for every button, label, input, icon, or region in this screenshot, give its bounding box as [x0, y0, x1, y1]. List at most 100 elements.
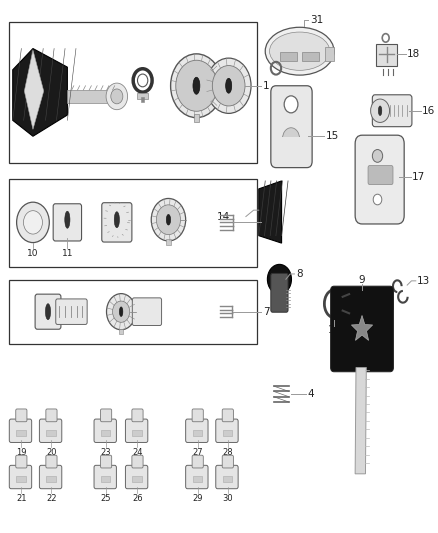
Text: 13: 13 — [417, 276, 430, 286]
Bar — [138, 93, 148, 99]
Circle shape — [111, 89, 123, 104]
Bar — [46, 430, 56, 436]
Circle shape — [17, 202, 49, 243]
Bar — [193, 476, 202, 482]
Circle shape — [24, 211, 42, 234]
Text: 20: 20 — [46, 448, 57, 457]
Bar — [67, 90, 117, 103]
Text: 9: 9 — [359, 275, 365, 285]
FancyBboxPatch shape — [216, 465, 238, 489]
Text: 19: 19 — [16, 448, 27, 457]
Ellipse shape — [378, 106, 382, 116]
Text: 3: 3 — [263, 217, 270, 228]
Ellipse shape — [193, 77, 200, 94]
FancyBboxPatch shape — [125, 465, 148, 489]
Ellipse shape — [265, 27, 334, 75]
Circle shape — [206, 58, 251, 114]
Bar — [9, 280, 257, 344]
Text: 26: 26 — [132, 494, 143, 503]
Circle shape — [284, 96, 298, 113]
Text: 30: 30 — [223, 494, 233, 503]
Bar — [194, 114, 199, 122]
Text: 10: 10 — [27, 249, 39, 258]
Ellipse shape — [166, 214, 171, 225]
Bar — [132, 430, 142, 436]
Circle shape — [176, 60, 217, 111]
Ellipse shape — [269, 32, 330, 70]
Bar — [325, 47, 334, 61]
FancyBboxPatch shape — [39, 419, 62, 442]
FancyBboxPatch shape — [16, 409, 27, 422]
Text: 4: 4 — [307, 389, 314, 399]
FancyBboxPatch shape — [16, 455, 27, 468]
Bar — [223, 476, 232, 482]
Bar — [283, 137, 301, 151]
Bar — [46, 476, 56, 482]
FancyBboxPatch shape — [192, 409, 203, 422]
Bar — [193, 430, 202, 436]
Text: 8: 8 — [296, 269, 302, 279]
Circle shape — [372, 150, 383, 163]
Bar — [101, 476, 110, 482]
Ellipse shape — [283, 128, 300, 150]
Bar — [166, 239, 171, 245]
Polygon shape — [25, 50, 44, 130]
Circle shape — [373, 194, 382, 205]
Circle shape — [113, 301, 130, 322]
FancyBboxPatch shape — [9, 419, 32, 442]
Bar — [16, 476, 26, 482]
FancyBboxPatch shape — [368, 165, 393, 184]
Text: 27: 27 — [192, 448, 203, 457]
Circle shape — [151, 198, 186, 241]
FancyBboxPatch shape — [271, 86, 312, 167]
Bar — [280, 52, 297, 61]
Text: 24: 24 — [132, 448, 143, 457]
Text: 28: 28 — [223, 448, 233, 457]
Circle shape — [267, 264, 291, 294]
FancyBboxPatch shape — [372, 95, 412, 127]
FancyBboxPatch shape — [132, 298, 162, 326]
Text: 18: 18 — [407, 49, 420, 59]
Polygon shape — [13, 49, 67, 136]
Text: 1: 1 — [263, 81, 270, 91]
FancyBboxPatch shape — [132, 455, 143, 468]
Circle shape — [171, 54, 222, 118]
FancyBboxPatch shape — [35, 294, 61, 329]
Text: 11: 11 — [62, 249, 73, 258]
Text: 12: 12 — [328, 325, 341, 335]
Text: 31: 31 — [311, 15, 324, 26]
Text: 25: 25 — [101, 494, 111, 503]
Ellipse shape — [120, 307, 123, 317]
FancyBboxPatch shape — [39, 465, 62, 489]
Bar — [16, 430, 26, 436]
Circle shape — [156, 205, 180, 235]
FancyBboxPatch shape — [53, 204, 81, 241]
FancyBboxPatch shape — [355, 135, 404, 224]
Ellipse shape — [226, 78, 232, 93]
Circle shape — [106, 83, 127, 110]
Bar — [9, 179, 257, 266]
FancyBboxPatch shape — [186, 465, 208, 489]
Bar — [9, 22, 257, 163]
Polygon shape — [259, 181, 282, 243]
FancyBboxPatch shape — [94, 465, 117, 489]
Bar — [376, 44, 397, 66]
Polygon shape — [355, 368, 366, 474]
Circle shape — [106, 294, 136, 330]
FancyBboxPatch shape — [222, 455, 233, 468]
Ellipse shape — [114, 212, 120, 228]
Bar — [120, 329, 123, 334]
FancyBboxPatch shape — [331, 286, 393, 372]
Text: 21: 21 — [16, 494, 27, 503]
Text: 7: 7 — [263, 306, 270, 317]
Text: 29: 29 — [192, 494, 203, 503]
FancyBboxPatch shape — [125, 419, 148, 442]
Bar — [101, 430, 110, 436]
FancyBboxPatch shape — [100, 455, 112, 468]
Ellipse shape — [46, 304, 51, 320]
FancyBboxPatch shape — [46, 409, 57, 422]
Bar — [223, 430, 232, 436]
FancyBboxPatch shape — [102, 203, 132, 242]
FancyBboxPatch shape — [46, 455, 57, 468]
FancyBboxPatch shape — [100, 409, 112, 422]
